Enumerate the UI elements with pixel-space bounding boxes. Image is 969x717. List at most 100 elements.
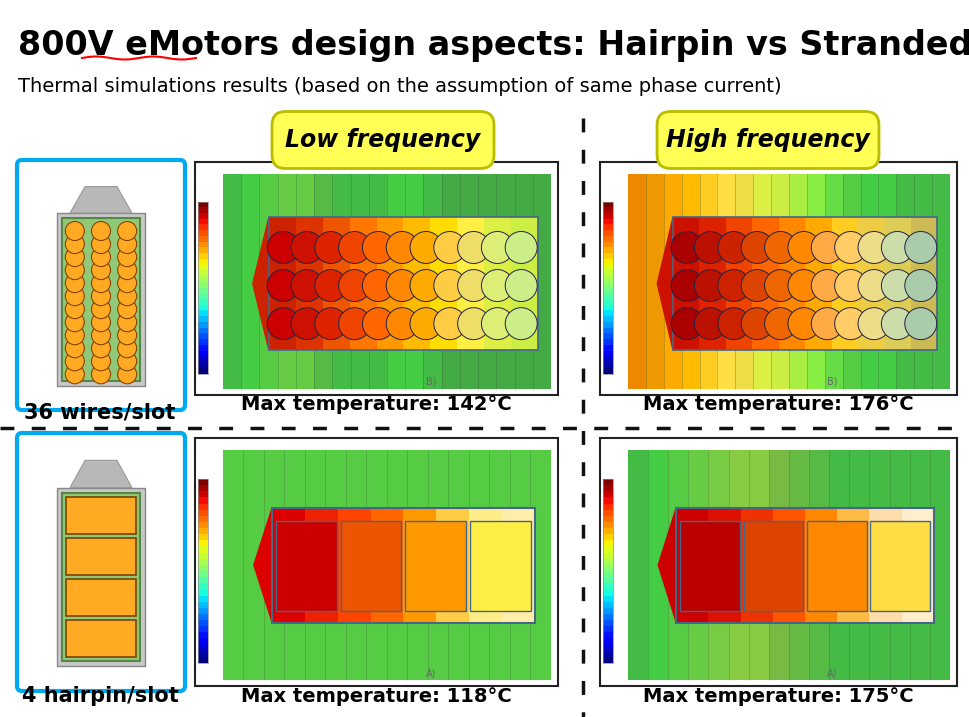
Bar	[198, 657, 207, 663]
Bar	[198, 577, 207, 583]
Bar	[679, 521, 739, 611]
Text: A): A)	[425, 668, 436, 678]
Circle shape	[65, 338, 84, 358]
Bar	[603, 345, 612, 351]
Bar	[603, 265, 612, 270]
Bar	[743, 521, 802, 611]
Circle shape	[338, 270, 370, 302]
Circle shape	[117, 300, 137, 318]
Circle shape	[117, 313, 137, 332]
Bar	[57, 488, 145, 666]
Bar	[909, 450, 929, 680]
Bar	[198, 201, 207, 374]
Bar	[277, 174, 296, 389]
Bar	[198, 293, 207, 299]
Bar	[195, 438, 557, 686]
Bar	[198, 219, 207, 224]
Bar	[403, 217, 430, 351]
Bar	[603, 614, 612, 620]
Polygon shape	[658, 508, 675, 622]
Circle shape	[858, 308, 890, 340]
Bar	[603, 288, 612, 293]
Circle shape	[362, 270, 394, 302]
Bar	[370, 508, 403, 622]
Circle shape	[338, 232, 370, 263]
Bar	[603, 259, 612, 265]
Bar	[675, 508, 707, 622]
Circle shape	[505, 232, 537, 263]
Bar	[198, 356, 207, 362]
Bar	[264, 450, 284, 680]
Bar	[603, 253, 612, 259]
Text: 800V eMotors design aspects: Hairpin vs Stranded wires: 800V eMotors design aspects: Hairpin vs …	[18, 29, 969, 62]
Bar	[603, 282, 612, 288]
Bar	[223, 174, 241, 389]
Bar	[788, 174, 806, 389]
Bar	[198, 632, 207, 638]
Bar	[772, 508, 804, 622]
Circle shape	[117, 260, 137, 280]
Bar	[603, 651, 612, 657]
Bar	[326, 450, 346, 680]
Bar	[869, 521, 929, 611]
Bar	[198, 596, 207, 602]
Bar	[725, 217, 752, 351]
Bar	[868, 508, 901, 622]
Circle shape	[671, 232, 703, 263]
Bar	[198, 259, 207, 265]
Bar	[268, 217, 538, 351]
Bar	[459, 174, 478, 389]
Bar	[62, 218, 141, 381]
Circle shape	[117, 352, 137, 371]
Bar	[740, 508, 772, 622]
Bar	[603, 491, 612, 498]
Bar	[717, 174, 735, 389]
Bar	[603, 553, 612, 559]
Circle shape	[810, 232, 842, 263]
Bar	[268, 217, 296, 351]
Circle shape	[810, 308, 842, 340]
Bar	[603, 528, 612, 534]
Circle shape	[315, 232, 347, 263]
Circle shape	[433, 308, 465, 340]
Bar	[198, 316, 207, 322]
Bar	[603, 534, 612, 541]
Bar	[337, 508, 370, 622]
Bar	[603, 503, 612, 510]
Text: Max temperature: 118°C: Max temperature: 118°C	[240, 688, 511, 706]
Circle shape	[91, 352, 110, 371]
Bar	[603, 270, 612, 276]
Bar	[198, 651, 207, 657]
Bar	[672, 217, 699, 351]
Bar	[198, 299, 207, 305]
Bar	[198, 491, 207, 498]
Bar	[752, 217, 778, 351]
Bar	[603, 479, 612, 663]
Bar	[603, 236, 612, 242]
Bar	[241, 174, 259, 389]
Circle shape	[91, 365, 110, 384]
Bar	[603, 565, 612, 571]
Bar	[198, 534, 207, 541]
Circle shape	[740, 308, 772, 340]
FancyBboxPatch shape	[17, 160, 185, 410]
Bar	[198, 328, 207, 333]
Circle shape	[787, 308, 819, 340]
Bar	[198, 362, 207, 368]
Bar	[603, 328, 612, 333]
Bar	[603, 510, 612, 516]
Circle shape	[117, 234, 137, 254]
Bar	[198, 589, 207, 596]
Circle shape	[810, 270, 842, 302]
Bar	[272, 508, 304, 622]
Bar	[340, 521, 401, 611]
Bar	[603, 310, 612, 316]
Bar	[198, 522, 207, 528]
Circle shape	[410, 232, 442, 263]
Text: 36 wires/slot: 36 wires/slot	[24, 402, 175, 422]
Circle shape	[671, 270, 703, 302]
Bar	[57, 213, 145, 386]
Circle shape	[266, 232, 298, 263]
Bar	[707, 450, 728, 680]
Bar	[699, 217, 725, 351]
